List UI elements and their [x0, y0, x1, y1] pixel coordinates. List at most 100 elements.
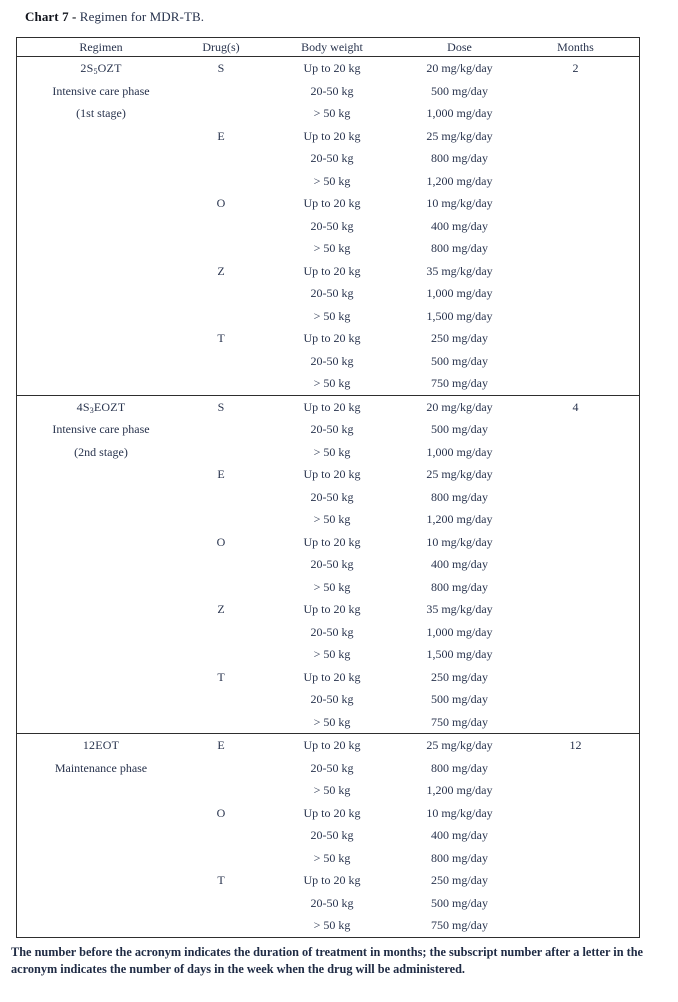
regimen-cell: 4S3EOZT	[17, 399, 185, 415]
dose-cell: 500 mg/day	[431, 692, 488, 707]
table-row: T Up to 20 kg 250 mg/day	[17, 666, 639, 689]
dose-cell: 25 mg/kg/day	[426, 128, 493, 143]
table-row: > 50 kg 1,200 mg/day	[17, 170, 639, 193]
drug-cell: T	[217, 873, 225, 888]
table-row: O Up to 20 kg 10 mg/kg/day	[17, 802, 639, 825]
dose-cell: 400 mg/day	[431, 828, 488, 843]
header-drugs: Drug(s)	[202, 40, 240, 54]
table-row: 20-50 kg 400 mg/day	[17, 553, 639, 576]
dose-cell: 1,200 mg/day	[426, 512, 493, 527]
header-dose: Dose	[447, 40, 472, 54]
regimen-phase-line: (2nd stage)	[74, 444, 128, 459]
dose-cell: 20 mg/kg/day	[426, 61, 493, 76]
weight-cell: Up to 20 kg	[303, 805, 361, 820]
weight-cell: > 50 kg	[313, 308, 351, 323]
regimen-cell: 2S5OZT	[17, 62, 185, 76]
table-row: > 50 kg 800 mg/day	[17, 847, 639, 870]
weight-cell: > 50 kg	[313, 850, 351, 865]
weight-cell: 20-50 kg	[310, 895, 354, 910]
dose-cell: 1,500 mg/day	[426, 647, 493, 662]
weight-cell: Up to 20 kg	[303, 602, 361, 617]
table-row: 20-50 kg 400 mg/day	[17, 824, 639, 847]
weight-cell: Up to 20 kg	[303, 331, 361, 346]
weight-cell: 20-50 kg	[310, 557, 354, 572]
table-row: O Up to 20 kg 10 mg/kg/day	[17, 531, 639, 554]
table-row: 4S3EOZT S Up to 20 kg 20 mg/kg/day 4	[17, 396, 639, 419]
weight-cell: > 50 kg	[313, 714, 351, 729]
dose-cell: 1,500 mg/day	[426, 308, 493, 323]
dose-cell: 500 mg/day	[431, 83, 488, 98]
dose-cell: 1,000 mg/day	[426, 106, 493, 121]
weight-cell: > 50 kg	[313, 241, 351, 256]
weight-cell: Up to 20 kg	[303, 196, 361, 211]
table-row: > 50 kg 800 mg/day	[17, 237, 639, 260]
table-row: 20-50 kg 1,000 mg/day	[17, 621, 639, 644]
table-row: 20-50 kg 400 mg/day	[17, 215, 639, 238]
dose-cell: 500 mg/day	[431, 353, 488, 368]
table-row: > 50 kg 750 mg/day	[17, 711, 639, 734]
dose-cell: 35 mg/kg/day	[426, 602, 493, 617]
table-row: > 50 kg 1,200 mg/day	[17, 779, 639, 802]
regimen-phase-line: Maintenance phase	[54, 760, 148, 775]
weight-cell: 20-50 kg	[310, 692, 354, 707]
dose-cell: 20 mg/kg/day	[426, 399, 493, 414]
weight-cell: > 50 kg	[313, 376, 351, 391]
dose-cell: 800 mg/day	[431, 850, 488, 865]
weight-cell: Up to 20 kg	[303, 534, 361, 549]
dose-cell: 35 mg/kg/day	[426, 263, 493, 278]
table-body: 2S5OZT S Up to 20 kg 20 mg/kg/day 2 Intensive…	[17, 57, 639, 937]
dose-cell: 800 mg/day	[431, 151, 488, 166]
weight-cell: 20-50 kg	[310, 422, 354, 437]
weight-cell: 20-50 kg	[310, 286, 354, 301]
weight-cell: Up to 20 kg	[303, 738, 361, 753]
weight-cell: 20-50 kg	[310, 828, 354, 843]
table-row: > 50 kg 1,500 mg/day	[17, 643, 639, 666]
months-cell: 4	[572, 399, 579, 414]
drug-cell: T	[217, 669, 225, 684]
weight-cell: 20-50 kg	[310, 83, 354, 98]
regimen-section: 12EOT E Up to 20 kg 25 mg/kg/day 12 Maintenan…	[17, 733, 639, 937]
dose-cell: 750 mg/day	[431, 918, 488, 933]
dose-cell: 25 mg/kg/day	[426, 738, 493, 753]
weight-cell: 20-50 kg	[310, 151, 354, 166]
regimen-phase-line: Intensive care phase	[52, 83, 150, 98]
dose-cell: 1,000 mg/day	[426, 286, 493, 301]
table-row: > 50 kg 1,500 mg/day	[17, 305, 639, 328]
drug-cell: Z	[217, 602, 225, 617]
weight-cell: Up to 20 kg	[303, 128, 361, 143]
table-row: 20-50 kg 500 mg/day	[17, 892, 639, 915]
regimen-acronym: 4S3EOZT	[76, 399, 126, 415]
dose-cell: 10 mg/kg/day	[426, 196, 493, 211]
weight-cell: Up to 20 kg	[303, 467, 361, 482]
drug-cell: O	[216, 534, 226, 549]
weight-cell: Up to 20 kg	[303, 263, 361, 278]
table-row: 20-50 kg 800 mg/day	[17, 486, 639, 509]
weight-cell: 20-50 kg	[310, 624, 354, 639]
table-row: Maintenance phase 20-50 kg 800 mg/day	[17, 757, 639, 780]
dose-cell: 400 mg/day	[431, 218, 488, 233]
drug-cell: S	[217, 61, 225, 76]
table-row: Z Up to 20 kg 35 mg/kg/day	[17, 598, 639, 621]
weight-cell: 20-50 kg	[310, 760, 354, 775]
weight-cell: Up to 20 kg	[303, 873, 361, 888]
table-row: Intensive care phase 20-50 kg 500 mg/day	[17, 418, 639, 441]
regimen-table: Regimen Drug(s) Body weight Dose Months …	[16, 37, 640, 938]
months-cell: 2	[572, 61, 579, 76]
dose-cell: 750 mg/day	[431, 714, 488, 729]
table-row: 20-50 kg 500 mg/day	[17, 350, 639, 373]
footnote: The number before the acronym indicates …	[11, 945, 643, 977]
drug-cell: Z	[217, 263, 225, 278]
chart-title-prefix: Chart 7 -	[25, 9, 77, 24]
dose-cell: 400 mg/day	[431, 557, 488, 572]
dose-cell: 500 mg/day	[431, 422, 488, 437]
dose-cell: 1,200 mg/day	[426, 173, 493, 188]
table-row: E Up to 20 kg 25 mg/kg/day	[17, 463, 639, 486]
dose-cell: 800 mg/day	[431, 579, 488, 594]
table-row: 20-50 kg 500 mg/day	[17, 688, 639, 711]
drug-cell: E	[217, 128, 225, 143]
weight-cell: > 50 kg	[313, 783, 351, 798]
dose-cell: 800 mg/day	[431, 760, 488, 775]
drug-cell: T	[217, 331, 225, 346]
dose-cell: 800 mg/day	[431, 241, 488, 256]
